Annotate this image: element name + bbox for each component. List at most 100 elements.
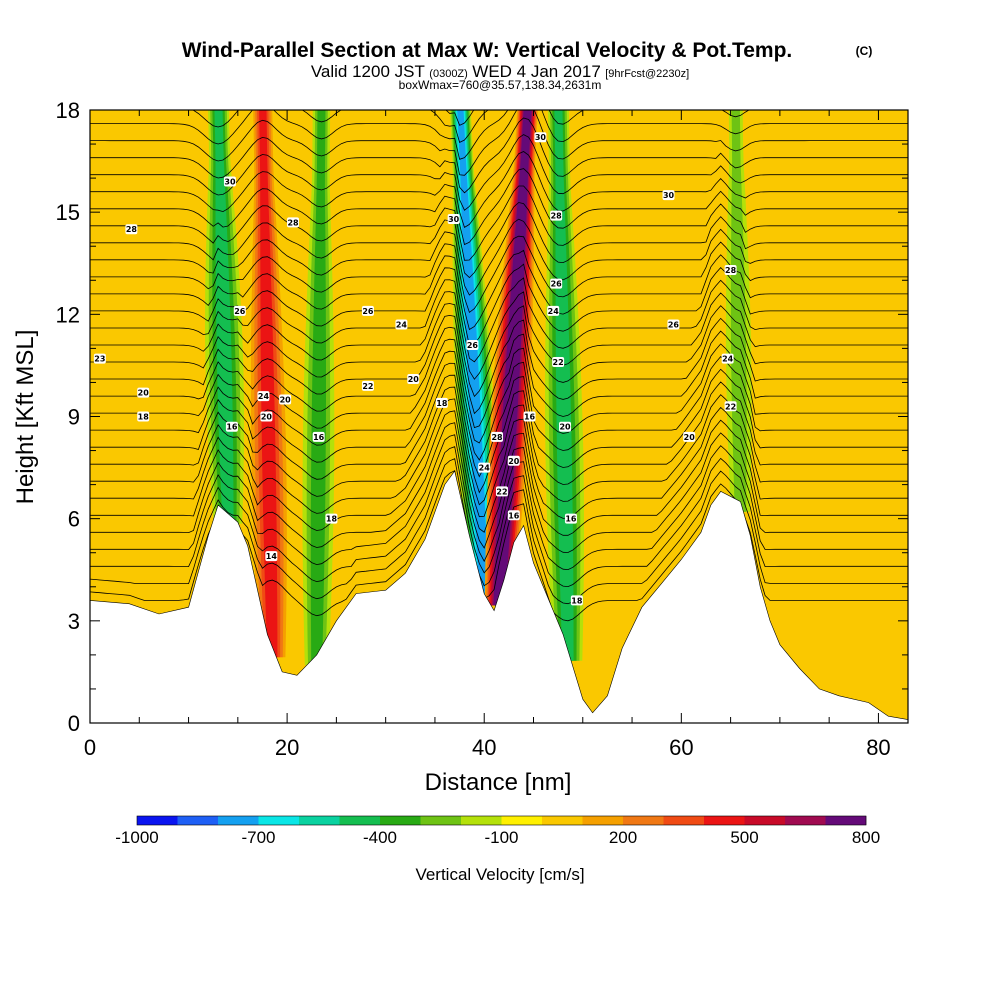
contour-label-text: 20 [280,395,292,404]
x-tick-label: 20 [275,735,299,760]
contour-label-bg [257,391,270,402]
contour-label-bg [724,401,737,412]
contour-label-text: 30 [535,133,547,142]
theta-contour-17 [90,263,908,347]
contour-label-bg [137,387,150,398]
contour-label-27: 30 [534,132,547,143]
colorbar-swatch [299,816,340,825]
contour-label-text: 24 [722,355,734,364]
contour-label-bg [552,357,565,368]
contour-label-bg [724,265,737,276]
x-tick-label: 80 [866,735,890,760]
velocity-band-2-level-3 [310,110,326,666]
colorbar-label: Vertical Velocity [cm/s] [415,865,584,884]
contour-label-text: 28 [126,225,138,234]
contour-label-text: 30 [663,191,675,200]
contour-label-text: 18 [138,413,150,422]
theta-contour-6 [90,398,908,519]
contour-label-bg [395,319,408,330]
contour-label-bg [559,421,572,432]
colorbar-tick-label: 800 [852,828,880,847]
contour-label-text: 22 [725,402,736,411]
contour-label-text: 16 [313,433,325,442]
contour-label-7: 24 [257,391,270,402]
contour-label-bg [491,431,504,442]
contour-label-bg [523,411,536,422]
contour-labels: 28 23 20 18 30 28 26 24 20 20 16 16 18 14 26 24 22 20 18 30… [93,132,737,606]
contour-label-29: 26 [550,278,563,289]
contour-label-4: 30 [223,176,236,187]
colorbar-swatch [785,816,826,825]
contour-label-5: 28 [287,217,300,228]
y-tick-label: 0 [68,711,80,736]
theta-contour-27 [90,110,908,176]
theta-contour-12 [90,326,908,429]
contour-label-bg [223,176,236,187]
contour-label-9: 20 [260,411,273,422]
velocity-band-1-level-4 [259,110,278,658]
contour-label-24: 20 [507,455,520,466]
contour-label-37: 26 [667,319,680,330]
contour-label-text: 24 [258,392,270,401]
contour-label-bg [550,210,563,221]
velocity-band-3-level-7 [457,110,489,604]
contour-label-31: 22 [552,357,565,368]
contour-label-bg [667,319,680,330]
x-tick-label: 0 [84,735,96,760]
contour-label-bg [466,339,479,350]
contour-label-40: 20 [683,431,696,442]
contour-label-text: 26 [668,321,680,330]
colorbar-tick-label: 500 [730,828,758,847]
chart-title: Wind-Parallel Section at Max W: Vertical… [182,39,793,62]
colorbar-tick-label: -1000 [115,828,158,847]
contour-label-text: 18 [326,515,338,524]
contour-label-25: 16 [507,510,520,521]
contour-label-3: 18 [137,411,150,422]
contour-label-36: 28 [724,265,737,276]
box-info: boxWmax=760@35.57,138.34,2631m [399,78,602,92]
contour-label-text: 22 [496,487,507,496]
contour-label-13: 14 [265,551,278,562]
y-axis-label: Height [Kft MSL] [12,330,39,505]
contour-label-text: 18 [436,399,448,408]
colorbar-swatch [137,816,178,825]
theta-contour-23 [90,168,908,246]
theta-contour-16 [90,277,908,363]
contour-label-bg [478,462,491,473]
colorbar-swatch [420,816,462,825]
contour-label-15: 24 [395,319,408,330]
y-tick-label: 6 [68,507,80,532]
colorbar: -1000 -700 -400 -100 200 500 800 [115,815,880,847]
contour-label-bg [361,380,374,391]
contour-label-text: 16 [565,515,577,524]
contour-label-18: 18 [435,397,448,408]
colorbar-swatch [825,816,867,825]
y-tick-label: 15 [56,200,80,225]
contour-label-text: 20 [138,389,150,398]
theta-contour-29 [191,110,750,143]
colorbar-swatch [744,816,786,825]
theta-contour-15 [90,291,908,380]
theta-contour-7 [90,386,908,506]
theta-contour-10 [90,350,908,461]
contour-label-bg [435,397,448,408]
contour-label-bg [125,224,138,235]
contour-label-bg [547,305,560,316]
colorbar-swatch [380,816,421,825]
contour-label-bg [507,455,520,466]
contour-label-14: 26 [361,305,374,316]
colorbar-tick-label: -100 [484,828,518,847]
colorbar-swatch [218,816,259,825]
contour-label-1: 23 [93,353,106,364]
contour-label-bg [534,132,547,143]
colorbar-tick-label: 200 [609,828,637,847]
contour-label-bg [325,513,338,524]
contour-label-text: 24 [548,307,560,316]
contour-label-8: 20 [279,394,292,405]
colorbar-swatch [663,816,705,825]
colorbar-swatch [461,816,502,825]
theta-contours [90,110,908,622]
contour-label-text: 26 [551,280,563,289]
contour-label-35: 30 [662,190,675,201]
contour-label-2: 20 [137,387,150,398]
